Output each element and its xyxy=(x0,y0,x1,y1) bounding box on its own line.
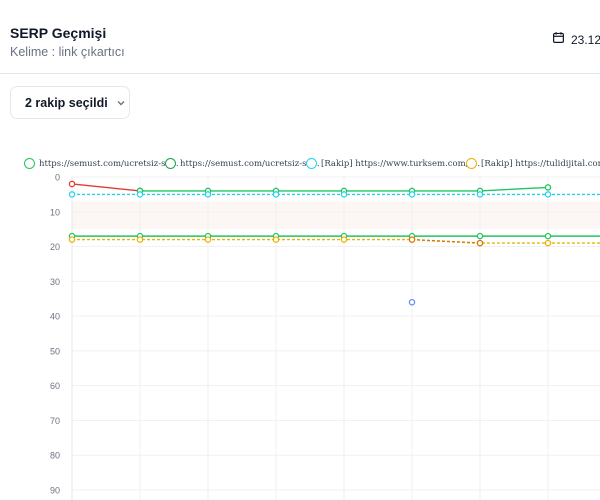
y-tick-label: 60 xyxy=(50,381,60,391)
legend-marker xyxy=(24,158,35,169)
serp-history-chart: 0 10 20 30 40 50 60 70 80 90 xyxy=(50,173,600,500)
competitor-select-button[interactable]: 2 rakip seçildi xyxy=(10,86,130,119)
date-range-label: 23.12. xyxy=(571,33,600,47)
series-line xyxy=(71,183,141,192)
data-point xyxy=(68,191,76,198)
series-line xyxy=(411,238,481,244)
data-point xyxy=(68,180,76,188)
chevron-down-icon xyxy=(116,98,126,108)
calendar-icon xyxy=(552,31,565,49)
keyword-subtitle: Kelime : link çıkartıcı xyxy=(10,45,125,59)
y-tick-label: 90 xyxy=(50,486,60,496)
y-tick-label: 40 xyxy=(50,312,60,322)
data-point xyxy=(136,191,144,198)
chart-legend: https://semust.com/ucretsiz-se... https:/… xyxy=(24,158,600,172)
series-line xyxy=(72,238,600,244)
data-point xyxy=(476,191,484,198)
data-point xyxy=(204,191,212,198)
legend-marker xyxy=(165,158,176,169)
legend-marker xyxy=(306,158,317,169)
data-point xyxy=(544,191,552,198)
data-point xyxy=(272,236,280,243)
data-point xyxy=(408,298,416,306)
page-title: SERP Geçmişi xyxy=(10,25,107,41)
legend-label: [Rakip] https://www.turksem.com/t... xyxy=(321,158,481,169)
data-point xyxy=(272,191,280,198)
data-point xyxy=(544,184,552,191)
data-point xyxy=(544,232,552,240)
data-point xyxy=(340,236,348,243)
data-point xyxy=(408,236,416,243)
date-range-picker[interactable]: 23.12. xyxy=(552,31,600,49)
legend-marker xyxy=(466,158,477,169)
y-tick-label: 50 xyxy=(50,346,60,356)
data-point xyxy=(408,191,416,198)
y-tick-label: 10 xyxy=(50,207,60,217)
data-point xyxy=(476,232,484,240)
legend-label: https://semust.com/ucretsiz-se... xyxy=(39,158,179,169)
data-point xyxy=(136,236,144,243)
legend-item[interactable]: https://semust.com/ucretsiz-se... xyxy=(165,158,320,169)
data-point xyxy=(68,236,76,243)
y-tick-label: 20 xyxy=(50,242,60,252)
legend-item[interactable]: [Rakip] https://www.turksem.com/t... xyxy=(306,158,480,169)
highlight-band xyxy=(72,201,600,230)
legend-label: https://semust.com/ucretsiz-se... xyxy=(180,158,320,169)
y-tick-label: 80 xyxy=(50,451,60,461)
y-tick-label: 30 xyxy=(50,277,60,287)
data-point xyxy=(544,239,552,247)
y-tick-label: 0 xyxy=(55,173,60,183)
legend-item[interactable]: https://semust.com/ucretsiz-se... xyxy=(24,158,179,169)
legend-item[interactable]: [Rakip] https://tulidijital.com/l... xyxy=(466,158,600,169)
data-point xyxy=(340,191,348,198)
competitor-select-label: 2 rakip seçildi xyxy=(25,95,108,110)
data-point xyxy=(476,239,484,247)
legend-label: [Rakip] https://tulidijital.com/l... xyxy=(481,158,600,169)
page-header: SERP Geçmişi Kelime : link çıkartıcı 23.… xyxy=(0,0,600,74)
y-tick-label: 70 xyxy=(50,416,60,426)
data-point xyxy=(204,236,212,243)
